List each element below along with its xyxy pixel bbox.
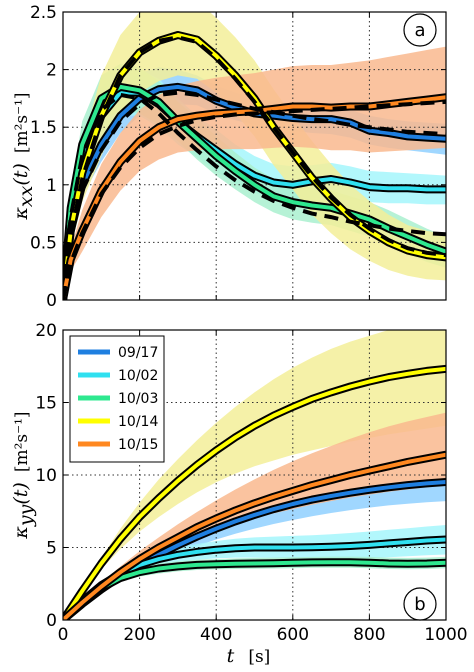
dashed-fit-3 — [63, 99, 446, 300]
x-tick-label: 0 — [58, 625, 69, 645]
y-tick-label: 0.5 — [30, 233, 57, 253]
x-tick-label: 800 — [353, 625, 385, 645]
x-tick-label: 200 — [123, 625, 155, 645]
series-line-10-15 — [63, 452, 446, 620]
band-10-14 — [63, 12, 446, 300]
x-tick-label: 1000 — [424, 625, 467, 645]
y-tick-label: 1.5 — [30, 118, 57, 138]
y-tick-label: 1 — [46, 176, 57, 196]
panel-letter: a — [414, 20, 425, 41]
plot-content — [63, 330, 446, 620]
series-line-10-14 — [63, 366, 446, 620]
band-10-14 — [63, 330, 446, 620]
x-tick-label: 600 — [277, 625, 309, 645]
panel-b: 0 200 400 600 800 1000 0 5 10 15 20 κyy(t)[m²s⁻¹] t[… — [10, 321, 468, 667]
y-axis-label: κxx(t)[m²s⁻¹] — [10, 92, 37, 220]
panel-letter-circle — [403, 13, 437, 47]
y-tick-label: 5 — [46, 539, 57, 559]
y-tick-label: 20 — [35, 321, 57, 341]
panel-a: 0 0.5 1 1.5 2 2.5 κxx(t)[m²s⁻¹] a — [10, 3, 447, 311]
legend-label: 10/15 — [118, 437, 158, 453]
series-line-10-03 — [63, 560, 446, 620]
axes-frame — [62, 11, 447, 301]
legend-label: 10/03 — [118, 391, 158, 407]
y-tick-label: 0 — [46, 611, 57, 631]
legend-label: 10/02 — [118, 368, 158, 384]
y-tick-label: 2 — [46, 61, 57, 81]
band-09-17 — [63, 478, 446, 620]
dashed-fit-1 — [63, 92, 446, 300]
y-tick-label: 0 — [46, 291, 57, 311]
panel-letter: b — [414, 594, 425, 615]
legend-label: 10/14 — [118, 414, 158, 430]
legend-label: 09/17 — [118, 345, 158, 361]
x-axis-label: t [s] — [227, 645, 271, 667]
y-tick-label: 15 — [35, 394, 57, 414]
x-tick-label: 400 — [200, 625, 232, 645]
plot-content — [63, 12, 446, 300]
y-axis-label: κyy(t)[m²s⁻¹] — [10, 411, 37, 539]
y-tick-label: 2.5 — [30, 3, 57, 23]
y-tick-label: 10 — [35, 466, 57, 486]
dashed-fit-2 — [63, 35, 446, 300]
panel-letter-circle — [403, 587, 437, 621]
